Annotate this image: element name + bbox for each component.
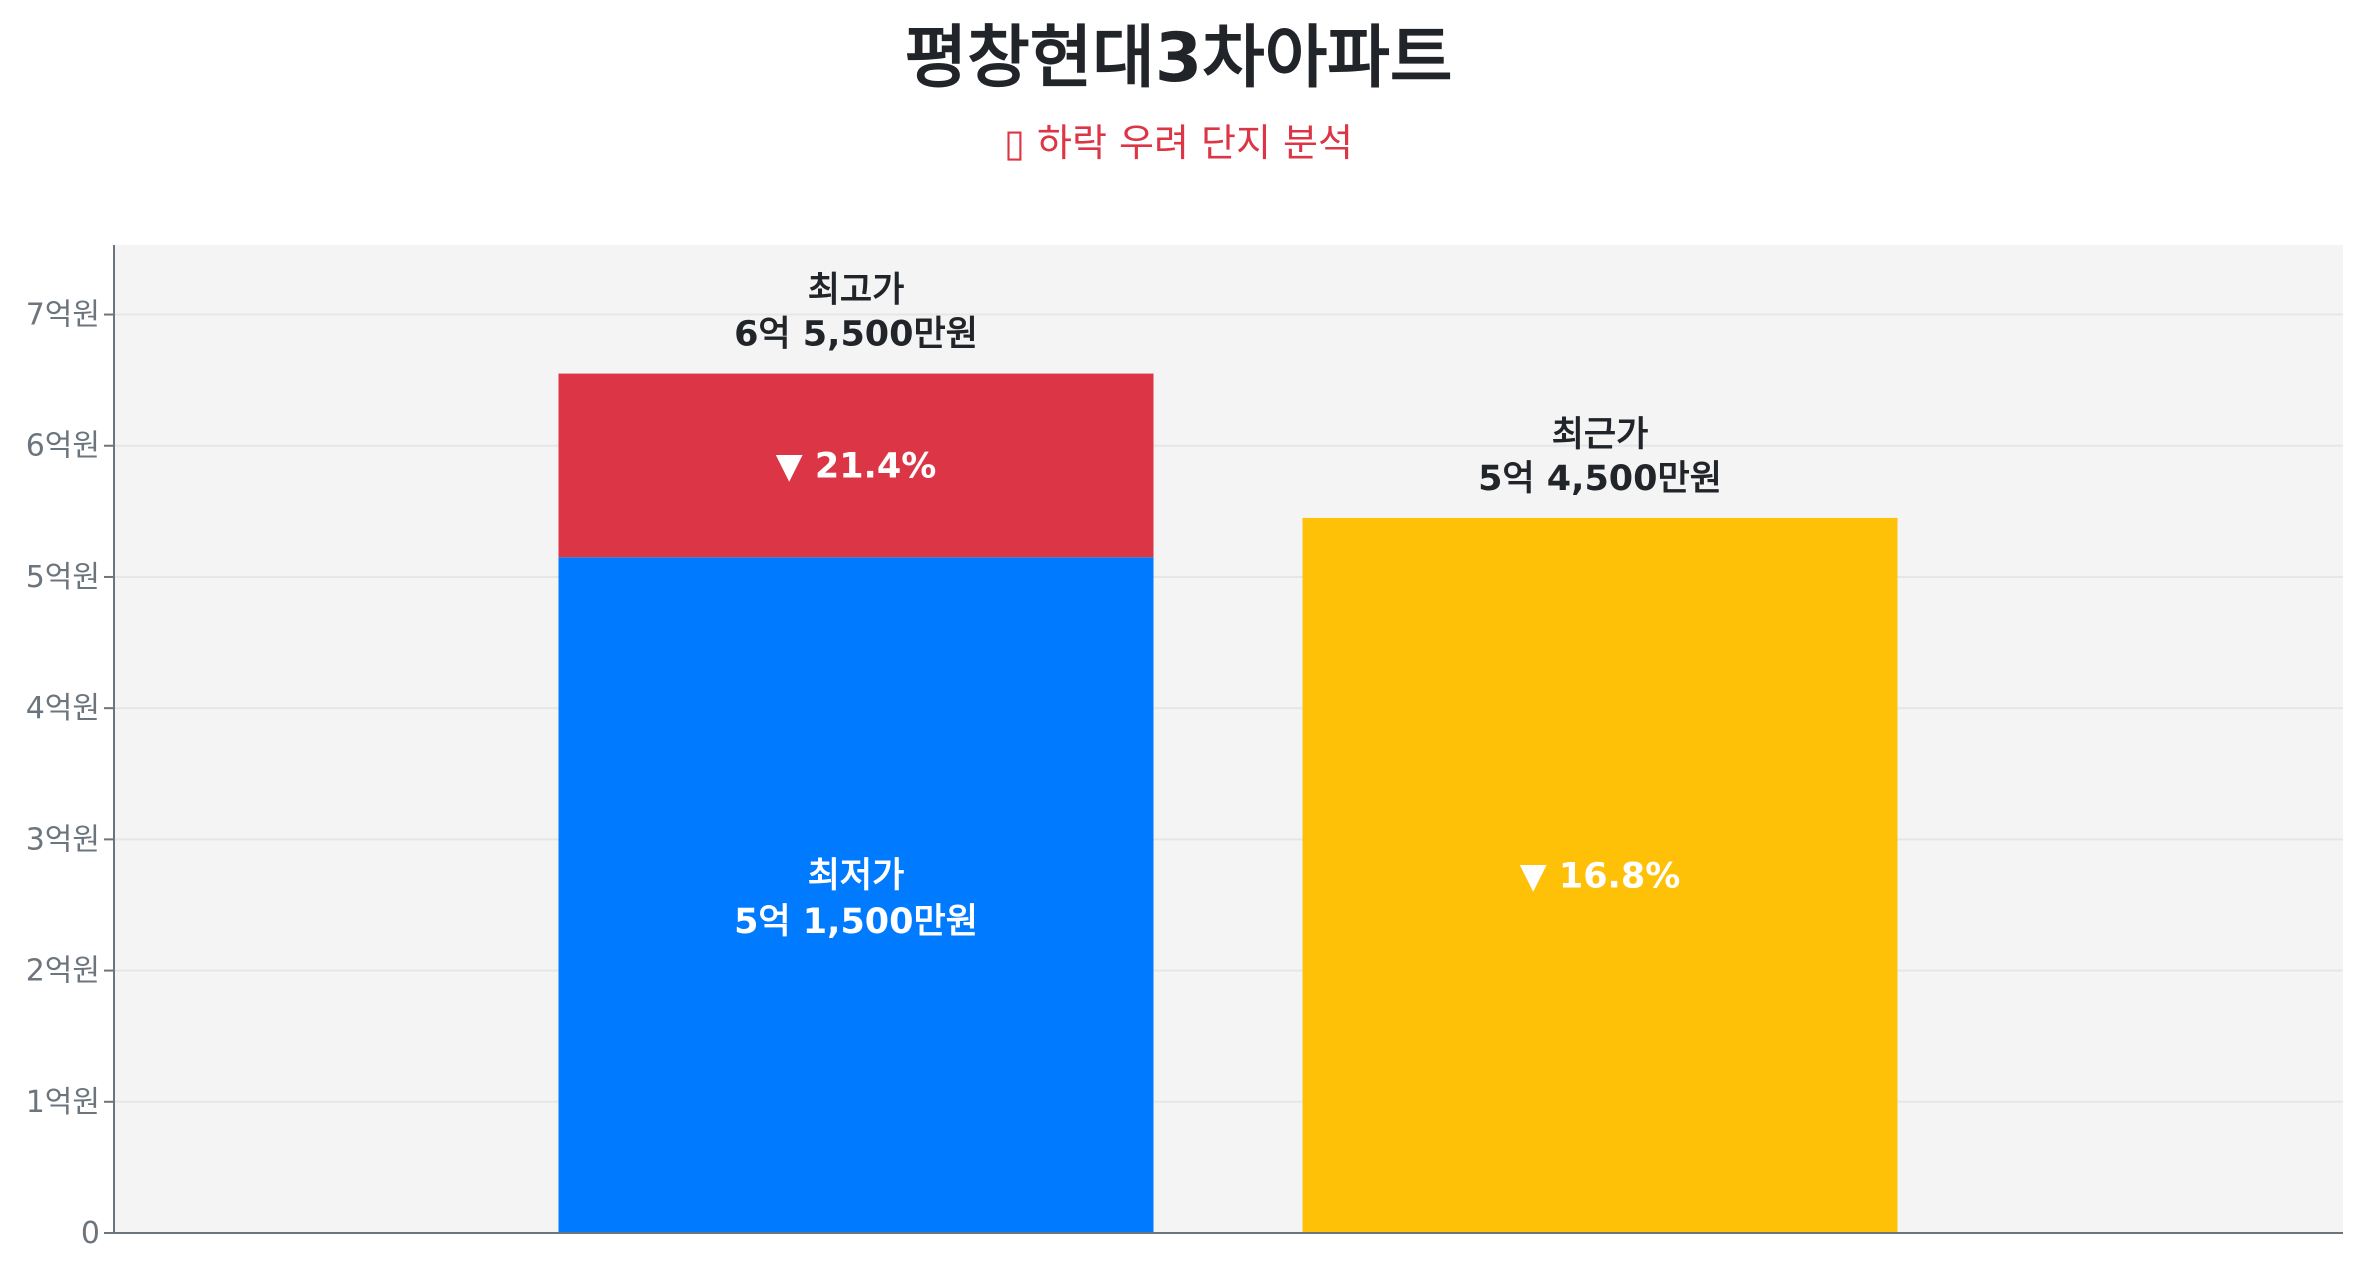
y-tick-label: 1억원 <box>26 1085 100 1120</box>
chart-subtitle: ▯ 하락 우려 단지 분석 <box>1004 121 1353 165</box>
bar-top-value: 5억 4,500만원 <box>1478 459 1722 499</box>
bar-segment-최근가 <box>1302 517 1898 1233</box>
y-tick-label: 6억원 <box>26 429 100 464</box>
bar-top-label: 최근가 <box>1552 415 1649 455</box>
change-percent-label: ▼ 21.4% <box>776 446 937 486</box>
bar-value-label: 5억 1,500만원 <box>734 902 978 942</box>
bar-label: 최저가 <box>808 856 905 896</box>
bar-segment-최고가 <box>558 373 1154 558</box>
y-tick-label: 5억원 <box>26 560 100 595</box>
bar-top-label: 최고가 <box>808 271 905 311</box>
bar-segment-최저가 <box>558 557 1154 1233</box>
plot-background <box>114 245 2343 1233</box>
chart-title: 평창현대3차아파트 <box>904 19 1453 98</box>
y-tick-label: 7억원 <box>26 298 100 333</box>
y-tick-label: 0 <box>81 1216 100 1251</box>
change-percent-label: ▼ 16.8% <box>1520 856 1681 896</box>
y-tick-label: 2억원 <box>26 954 100 989</box>
bar-top-value: 6억 5,500만원 <box>734 315 978 355</box>
y-tick-label: 3억원 <box>26 822 100 857</box>
y-tick-label: 4억원 <box>26 691 100 726</box>
